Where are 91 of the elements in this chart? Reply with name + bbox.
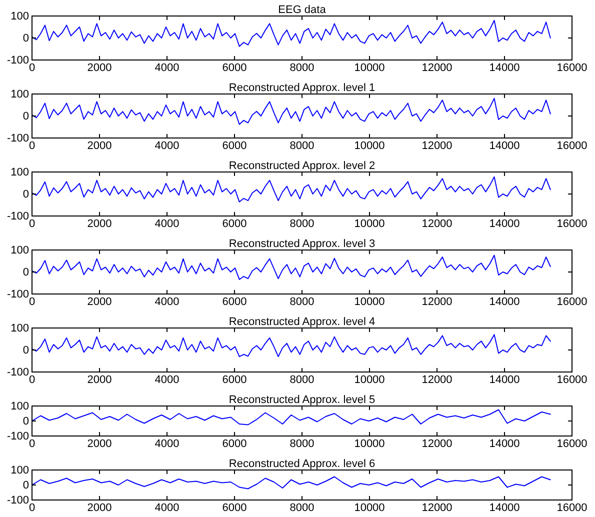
x-tick-label: 2000 <box>87 296 112 308</box>
x-tick-label: 8000 <box>290 296 314 308</box>
x-tick-label: 6000 <box>222 140 247 152</box>
x-tick-label: 6000 <box>222 296 247 308</box>
x-tick-label: 12000 <box>422 438 452 450</box>
y-tick-label: 0 <box>22 480 29 492</box>
y-tick-label: 100 <box>10 88 29 101</box>
y-tick-label: -100 <box>6 430 29 443</box>
x-tick-label: 10000 <box>354 296 385 308</box>
line-series <box>32 20 551 47</box>
x-tick-label: 2000 <box>87 502 112 514</box>
x-tick-label: 8000 <box>290 502 314 514</box>
x-tick-label: 10000 <box>354 62 385 74</box>
chart-title: Reconstructed Approx. level 2 <box>228 160 376 172</box>
x-tick-label: 6000 <box>222 374 247 386</box>
x-tick-label: 2000 <box>87 140 112 152</box>
chart-title: Reconstructed Approx. level 4 <box>228 316 376 328</box>
x-tick-label: 4000 <box>154 502 180 514</box>
y-tick-label: 0 <box>22 344 29 357</box>
x-tick-label: 6000 <box>222 218 247 230</box>
x-tick-label: 8000 <box>290 62 314 74</box>
x-tick-label: 4000 <box>154 438 180 450</box>
y-tick-label: 0 <box>22 266 29 279</box>
x-tick-label: 14000 <box>489 296 520 308</box>
x-tick-label: 14000 <box>489 438 520 450</box>
x-tick-label: 2000 <box>87 438 112 450</box>
x-tick-label: 12000 <box>422 140 452 152</box>
y-tick-label: 100 <box>10 400 29 413</box>
x-tick-label: 16000 <box>556 438 588 450</box>
x-tick-label: 6000 <box>222 62 247 74</box>
x-tick-label: 14000 <box>489 374 520 386</box>
x-tick-label: 4000 <box>154 218 180 230</box>
line-series <box>32 176 551 202</box>
chart-title: Reconstructed Approx. level 1 <box>228 82 376 94</box>
chart-title: Reconstructed Approx. level 3 <box>228 238 376 250</box>
x-tick-label: 12000 <box>422 62 452 74</box>
x-tick-label: 10000 <box>354 502 385 514</box>
x-tick-label: 2000 <box>87 374 112 386</box>
y-tick-label: -100 <box>6 54 29 67</box>
line-series <box>32 476 551 490</box>
x-tick-label: 6000 <box>222 502 247 514</box>
x-tick-label: 12000 <box>422 296 452 308</box>
line-series <box>32 254 551 280</box>
y-tick-label: 0 <box>22 110 29 123</box>
y-tick-label: 100 <box>10 166 29 179</box>
x-tick-label: 14000 <box>489 140 520 152</box>
x-tick-label: 2000 <box>87 218 112 230</box>
y-tick-label: -100 <box>6 366 29 379</box>
x-tick-label: 16000 <box>556 296 588 308</box>
line-series <box>32 334 551 358</box>
y-tick-label: 100 <box>10 10 29 23</box>
x-tick-label: 14000 <box>489 218 520 230</box>
chart-title: EEG data <box>278 4 327 16</box>
x-tick-label: 14000 <box>489 502 520 514</box>
x-tick-label: 12000 <box>422 374 452 386</box>
x-tick-label: 12000 <box>422 502 452 514</box>
y-tick-label: -100 <box>6 210 29 223</box>
x-tick-label: 10000 <box>354 438 385 450</box>
y-tick-label: 100 <box>10 244 29 257</box>
x-tick-label: 4000 <box>154 374 180 386</box>
x-tick-label: 12000 <box>422 218 452 230</box>
x-tick-label: 10000 <box>354 140 385 152</box>
x-tick-label: 8000 <box>290 218 314 230</box>
y-tick-label: 100 <box>10 322 29 335</box>
x-tick-label: 8000 <box>290 374 314 386</box>
y-tick-label: 0 <box>22 416 29 428</box>
y-tick-label: -100 <box>6 494 29 507</box>
y-tick-label: 100 <box>10 464 29 477</box>
line-series <box>32 409 551 426</box>
x-tick-label: 16000 <box>556 502 588 514</box>
x-tick-label: 4000 <box>154 296 180 308</box>
x-tick-label: 16000 <box>556 140 588 152</box>
x-tick-label: 16000 <box>556 218 588 230</box>
x-tick-label: 2000 <box>87 62 112 74</box>
x-tick-label: 4000 <box>154 140 180 152</box>
y-tick-label: 0 <box>22 188 29 201</box>
x-tick-label: 6000 <box>222 438 247 450</box>
x-tick-label: 10000 <box>354 218 385 230</box>
y-tick-label: -100 <box>6 132 29 145</box>
line-series <box>32 98 551 125</box>
chart-title: Reconstructed Approx. level 6 <box>228 458 376 470</box>
y-tick-label: -100 <box>6 288 29 301</box>
x-tick-label: 8000 <box>290 438 314 450</box>
x-tick-label: 14000 <box>489 62 520 74</box>
x-tick-label: 16000 <box>556 374 588 386</box>
chart-title: Reconstructed Approx. level 5 <box>228 394 376 406</box>
x-tick-label: 16000 <box>556 62 588 74</box>
x-tick-label: 10000 <box>354 374 385 386</box>
x-tick-label: 8000 <box>290 140 314 152</box>
y-tick-label: 0 <box>22 32 29 45</box>
x-tick-label: 4000 <box>154 62 180 74</box>
